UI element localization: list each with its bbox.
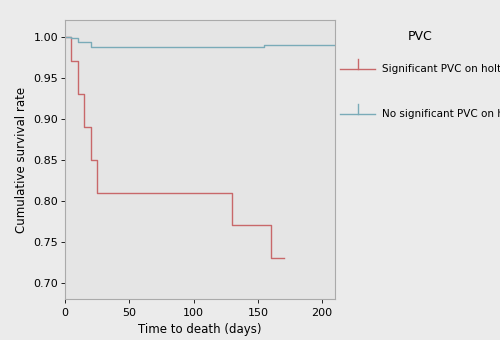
X-axis label: Time to death (days): Time to death (days) <box>138 323 262 336</box>
Text: No significant PVC on holter ECG: No significant PVC on holter ECG <box>382 109 500 119</box>
Y-axis label: Cumulative survival rate: Cumulative survival rate <box>14 87 28 233</box>
Text: PVC: PVC <box>408 30 432 43</box>
Text: Significant PVC on holter ECG: Significant PVC on holter ECG <box>382 64 500 74</box>
